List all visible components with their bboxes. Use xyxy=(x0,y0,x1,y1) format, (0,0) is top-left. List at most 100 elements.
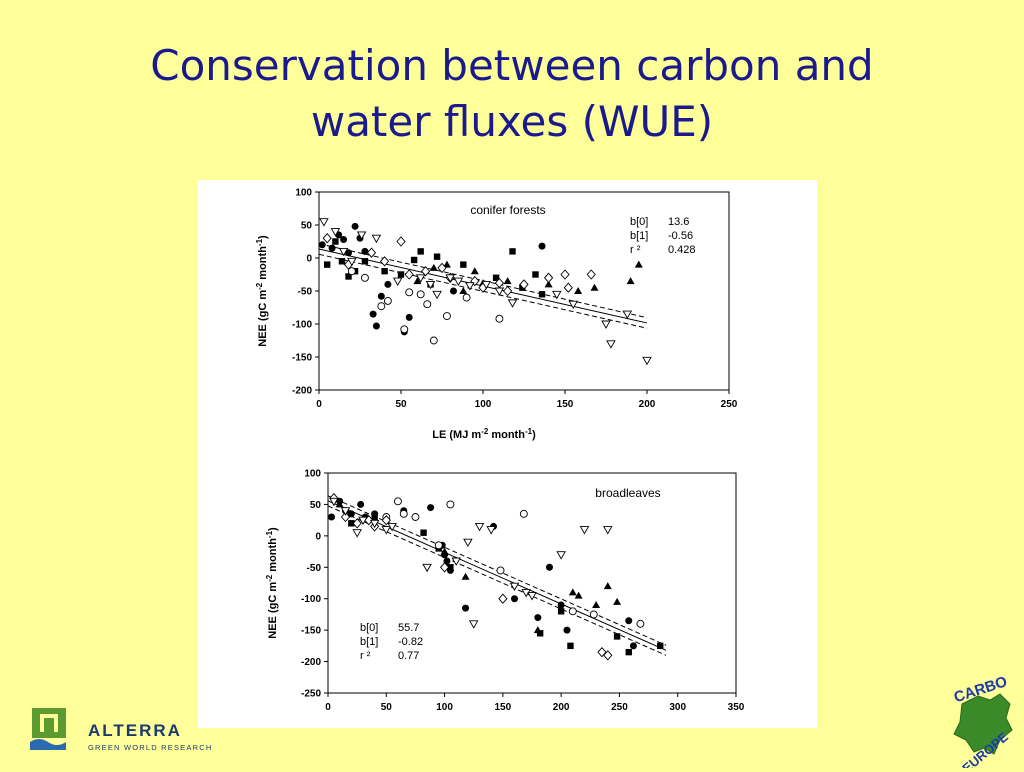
data-point xyxy=(352,529,362,538)
data-point xyxy=(420,266,431,277)
y-tick-label: -100 xyxy=(292,320,312,331)
x-tick-label: 100 xyxy=(436,702,453,713)
x-tick-label: 300 xyxy=(669,702,686,713)
x-tick-label: 200 xyxy=(639,399,656,410)
data-point xyxy=(384,280,392,288)
chart-1: 0 50 100 150 200 250 100 50 0 -50 -100 -150 -200 coni… xyxy=(292,188,738,411)
data-point xyxy=(453,277,464,287)
data-point xyxy=(625,648,632,656)
data-point xyxy=(429,336,438,345)
slide-title-line1: Conservation between carbon and xyxy=(150,41,874,90)
data-point xyxy=(503,277,512,285)
x-tick-label: 0 xyxy=(316,399,322,410)
data-point xyxy=(563,626,571,634)
data-point xyxy=(322,233,332,244)
data-point xyxy=(324,261,331,268)
data-point xyxy=(634,260,643,268)
data-point xyxy=(357,500,365,508)
data-point xyxy=(447,564,454,571)
y-tick-label: 50 xyxy=(301,221,313,232)
series-open-circle xyxy=(382,497,645,628)
data-point xyxy=(332,238,339,245)
data-point xyxy=(568,300,578,310)
confidence-band xyxy=(327,505,667,656)
data-point xyxy=(533,626,542,634)
charts-svg: 0 50 100 150 200 250 100 50 0 -50 -100 -150 -200 coni… xyxy=(255,188,745,714)
data-point xyxy=(592,601,601,608)
data-point xyxy=(420,529,427,536)
regression-line xyxy=(327,500,667,651)
y-tick-label: -200 xyxy=(292,386,312,397)
data-point xyxy=(387,522,397,532)
data-point xyxy=(538,242,546,250)
data-point xyxy=(396,236,406,247)
data-point xyxy=(433,253,441,260)
data-point xyxy=(415,274,426,283)
series-open-diamond xyxy=(322,233,596,297)
data-point xyxy=(338,258,346,265)
data-point xyxy=(532,271,539,278)
data-point xyxy=(642,356,652,366)
y-axis-label: NEE (gC m-2 month-1) xyxy=(265,527,280,639)
stat-label: r ² xyxy=(630,244,641,256)
data-point xyxy=(381,514,391,526)
chart-title: conifer forests xyxy=(470,203,545,217)
data-point xyxy=(377,292,385,300)
alterra-logo: ALTERRA GREEN WORLD RESEARCH xyxy=(30,706,230,756)
data-point xyxy=(543,272,554,283)
y-tick-label: -50 xyxy=(298,287,313,298)
data-point xyxy=(574,591,583,599)
data-point xyxy=(492,274,500,281)
data-point xyxy=(422,563,432,573)
data-point xyxy=(538,291,546,298)
y-tick-label: -250 xyxy=(301,689,321,700)
data-point xyxy=(511,595,519,603)
data-point xyxy=(589,610,598,619)
data-point xyxy=(603,650,613,661)
series-filled-circle xyxy=(318,222,553,336)
data-point xyxy=(463,538,473,548)
data-point xyxy=(405,288,414,297)
data-point xyxy=(461,572,470,580)
data-point xyxy=(445,274,455,283)
data-point xyxy=(381,526,392,535)
y-tick-label: -100 xyxy=(301,594,321,605)
data-point xyxy=(495,314,504,323)
data-point xyxy=(568,588,577,596)
x-tick-label: 250 xyxy=(721,399,738,410)
data-point xyxy=(437,262,447,274)
data-point xyxy=(502,285,513,297)
data-point xyxy=(379,256,390,267)
stat-value: -0.56 xyxy=(668,230,693,242)
data-point xyxy=(442,260,451,268)
data-point xyxy=(498,593,508,604)
data-point xyxy=(622,310,633,320)
y-tick-label: -50 xyxy=(307,563,322,574)
data-point xyxy=(347,267,356,276)
data-point xyxy=(340,507,351,516)
data-point xyxy=(536,630,544,637)
data-point xyxy=(545,563,553,571)
stat-value: -0.82 xyxy=(398,636,423,648)
data-point xyxy=(496,566,505,575)
data-point xyxy=(335,500,344,508)
x-tick-label: 200 xyxy=(553,702,570,713)
data-point xyxy=(509,582,520,592)
europe-map-icon xyxy=(953,693,1013,755)
data-point xyxy=(470,267,479,275)
data-point xyxy=(439,562,450,573)
y-tick-label: 0 xyxy=(306,254,312,265)
x-axis-label: LE (MJ m-2 month-1) xyxy=(432,427,536,442)
data-point xyxy=(557,601,565,609)
data-point xyxy=(446,500,455,509)
x-tick-label: 50 xyxy=(395,399,407,410)
y-tick-label: -150 xyxy=(292,353,312,364)
y-tick-label: 100 xyxy=(295,188,312,199)
data-point xyxy=(410,256,418,264)
stat-value: 0.77 xyxy=(398,650,419,662)
data-point xyxy=(657,642,664,650)
data-point xyxy=(372,322,380,330)
data-point xyxy=(509,248,516,255)
data-point xyxy=(369,519,380,529)
x-tick-label: 350 xyxy=(728,702,745,713)
